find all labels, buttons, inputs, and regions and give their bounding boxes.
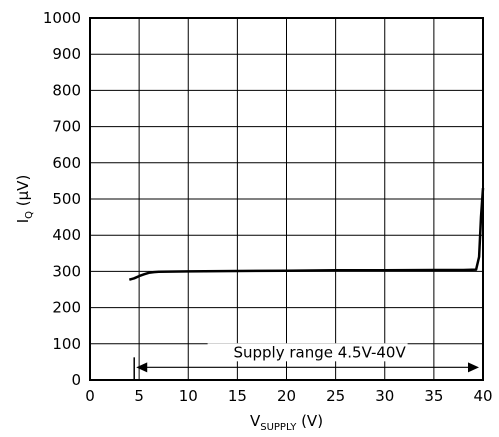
x-tick-label: 15 <box>228 387 247 405</box>
y-tick-label: 400 <box>52 226 81 244</box>
y-tick-label: 500 <box>52 190 81 208</box>
x-tick-label: 20 <box>277 387 296 405</box>
x-axis-label-sub: SUPPLY <box>260 422 297 433</box>
y-axis-label-main: I <box>14 219 32 223</box>
plot-frame <box>89 17 484 381</box>
x-axis-label: VSUPPLY (V) <box>250 412 323 433</box>
x-tick-label: 25 <box>326 387 345 405</box>
series-layer <box>128 188 485 281</box>
x-axis-label-main: V <box>250 412 261 430</box>
x-tick-label: 35 <box>424 387 443 405</box>
y-tick-label: 100 <box>52 335 81 353</box>
y-tick-label: 800 <box>52 81 81 99</box>
range-arrow-head-left <box>136 362 148 373</box>
y-tick-label: 0 <box>71 371 81 389</box>
y-tick-label: 300 <box>52 262 81 280</box>
x-tick-label: 10 <box>179 387 198 405</box>
x-tick-label: 30 <box>375 387 394 405</box>
y-tick-label: 200 <box>52 299 81 317</box>
annotation-layer: Supply range 4.5V-40V <box>133 343 479 380</box>
y-tick-label: 700 <box>52 118 81 136</box>
annotation-bg <box>207 343 408 362</box>
y-tick-label: 900 <box>52 45 81 63</box>
annotation-text: Supply range 4.5V-40V <box>233 343 406 361</box>
x-axis-label-unit: (V) <box>296 412 323 430</box>
range-arrow-head-right <box>468 362 479 373</box>
x-tick-label: 40 <box>473 387 492 405</box>
y-tick-label: 600 <box>52 154 81 172</box>
series-line <box>128 188 485 281</box>
y-axis-label: IQ (µV) <box>14 175 35 224</box>
y-tick-label: 1000 <box>43 9 81 27</box>
x-tick-label: 0 <box>85 387 95 405</box>
grid-lines <box>89 17 484 381</box>
x-tick-label: 5 <box>134 387 144 405</box>
tick-labels: 0 5 10 15 20 25 30 35 40010020030040050060070080… <box>43 9 493 405</box>
y-axis-label-sub: Q <box>24 211 35 219</box>
y-axis-label-unit: (µV) <box>14 175 32 211</box>
